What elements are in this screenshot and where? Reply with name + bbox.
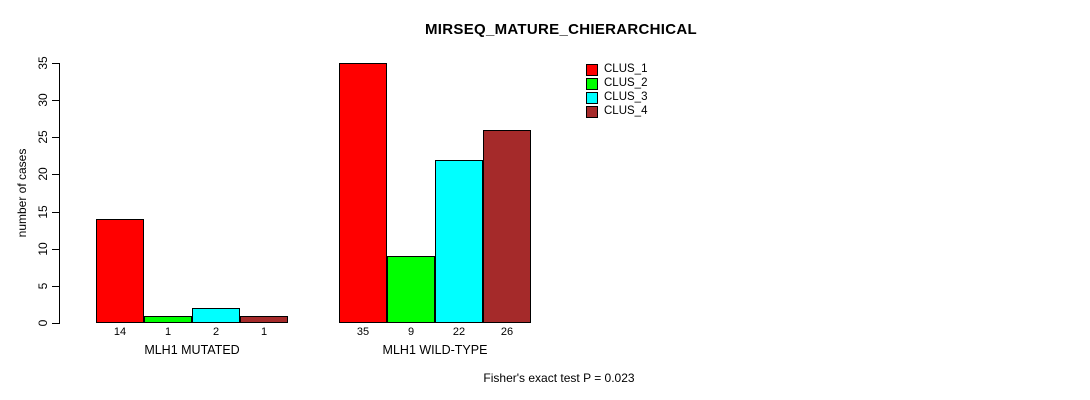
legend-item: CLUS_2 bbox=[586, 77, 647, 91]
bar-clus_2 bbox=[144, 316, 192, 323]
y-tick bbox=[52, 63, 59, 64]
bar-clus_3 bbox=[192, 308, 240, 323]
legend-swatch bbox=[586, 106, 598, 118]
bar-value-label: 1 bbox=[260, 326, 268, 338]
y-tick bbox=[52, 137, 59, 139]
y-axis-line bbox=[59, 63, 60, 324]
y-tick bbox=[52, 174, 59, 176]
legend-swatch bbox=[586, 92, 598, 104]
y-tick bbox=[52, 323, 59, 324]
x-category-label: MLH1 WILD-TYPE bbox=[382, 343, 488, 357]
legend-item-label: CLUS_3 bbox=[604, 91, 648, 104]
bar-clus_4 bbox=[240, 316, 288, 323]
legend-item: CLUS_1 bbox=[586, 63, 647, 77]
legend-item: CLUS_3 bbox=[586, 91, 647, 105]
bar-clus_4 bbox=[483, 130, 531, 323]
chart-title: MIRSEQ_MATURE_CHIERARCHICAL bbox=[425, 21, 697, 38]
bar-clus_1 bbox=[96, 219, 144, 323]
y-tick bbox=[52, 248, 59, 250]
legend-swatch bbox=[586, 64, 598, 76]
bar-value-label: 35 bbox=[356, 326, 370, 338]
legend-item-label: CLUS_1 bbox=[604, 63, 648, 76]
bar-value-label: 14 bbox=[113, 326, 127, 338]
y-tick bbox=[52, 211, 59, 213]
legend-item-label: CLUS_4 bbox=[604, 105, 648, 118]
y-tick bbox=[52, 100, 59, 102]
y-tick bbox=[52, 285, 59, 287]
bar-value-label: 26 bbox=[500, 326, 514, 338]
legend-swatch bbox=[586, 78, 598, 90]
legend-item-label: CLUS_2 bbox=[604, 77, 648, 90]
bar-clus_2 bbox=[387, 256, 435, 323]
bar-value-label: 9 bbox=[407, 326, 415, 338]
legend: CLUS_1 CLUS_2 CLUS_3 CLUS_4 bbox=[586, 63, 647, 119]
stat-annotation: Fisher's exact test P = 0.023 bbox=[483, 371, 635, 385]
legend-item: CLUS_4 bbox=[586, 105, 647, 119]
bar-clus_1 bbox=[339, 63, 387, 323]
bar-value-label: 2 bbox=[212, 326, 220, 338]
bar-value-label: 1 bbox=[164, 326, 172, 338]
bar-clus_3 bbox=[435, 160, 483, 323]
bar-value-label: 22 bbox=[452, 326, 466, 338]
x-category-label: MLH1 MUTATED bbox=[144, 343, 240, 357]
